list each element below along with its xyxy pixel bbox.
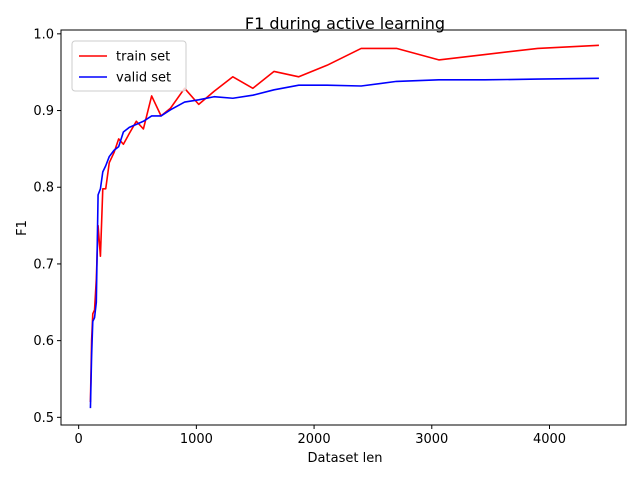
x-axis: 0 1000 2000 3000 4000 — [75, 425, 566, 447]
y-axis-label: F1 — [15, 220, 30, 236]
x-tick-label: 2000 — [298, 432, 331, 447]
chart-title: F1 during active learning — [245, 14, 445, 33]
y-tick-label: 0.9 — [33, 104, 54, 119]
series-line-train — [89, 44, 599, 403]
legend-label-train: train set — [116, 50, 170, 65]
legend-frame — [71, 40, 187, 92]
series-layer — [89, 44, 599, 409]
y-tick-label: 0.8 — [33, 181, 54, 196]
y-tick-label: 0.7 — [33, 257, 54, 272]
x-axis-label: Dataset len — [308, 451, 383, 466]
y-tick-label: 0.5 — [33, 411, 54, 426]
legend-label-valid: valid set — [116, 71, 171, 86]
x-tick-label: 4000 — [533, 432, 566, 447]
x-tick-label: 0 — [75, 432, 83, 447]
y-tick-label: 0.6 — [33, 334, 54, 349]
y-axis: 0.5 0.6 0.7 0.8 0.9 1.0 — [33, 27, 61, 426]
legend: train set valid set — [71, 40, 187, 92]
plot-frame — [60, 29, 627, 426]
y-tick-label: 1.0 — [33, 27, 54, 42]
series-line-valid — [89, 77, 599, 409]
x-tick-label: 3000 — [415, 432, 448, 447]
x-tick-label: 1000 — [180, 432, 213, 447]
